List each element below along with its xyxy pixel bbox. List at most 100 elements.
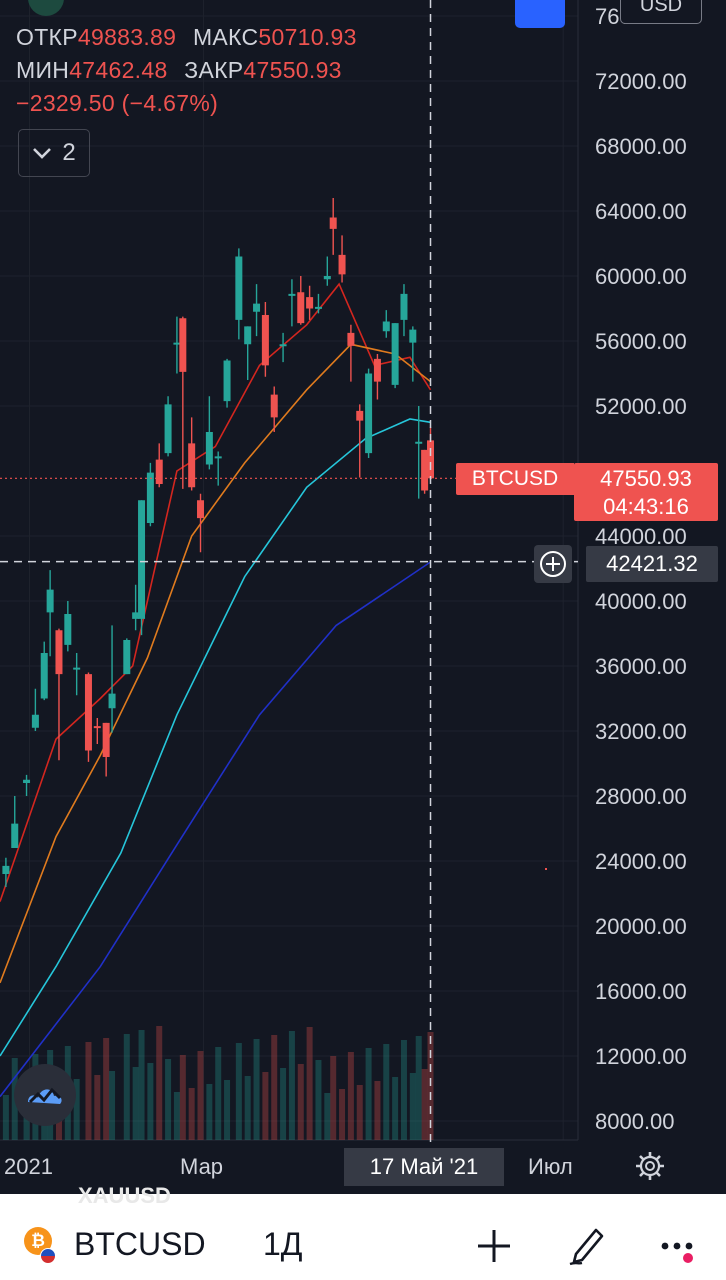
currency-badge[interactable]: USD (620, 0, 702, 24)
price-axis-label: 24000.00 (595, 849, 687, 874)
x-label-mar: Мар (180, 1154, 224, 1179)
interval-button[interactable]: 1Д (263, 1226, 303, 1262)
volume-bar (347, 1052, 354, 1140)
volume-bar (215, 1047, 222, 1140)
candle-body (93, 726, 101, 729)
candle-body (146, 472, 154, 523)
price-axis-label: 40000.00 (595, 589, 687, 614)
price-axis-label: 36000.00 (595, 654, 687, 679)
candle-body (356, 410, 364, 421)
bar-countdown: 04:43:16 (603, 494, 689, 519)
volume-bar (156, 1026, 163, 1140)
price-axis-label: 28000.00 (595, 784, 687, 809)
candle-body (223, 360, 231, 402)
candle-body (306, 297, 314, 309)
candle-body (314, 306, 322, 309)
candle-body (400, 293, 408, 320)
volume-bar (179, 1055, 186, 1140)
price-axis-label: 64000.00 (595, 199, 687, 224)
volume-bar (235, 1043, 242, 1140)
candle-body (421, 449, 429, 491)
last-price: 47550.93 (600, 466, 692, 491)
volume-bar (356, 1085, 363, 1140)
symbol-price-tag: BTCUSD (456, 463, 574, 495)
usd-flag-icon (40, 1248, 56, 1264)
candle-body (11, 823, 19, 848)
candle-body (108, 693, 116, 709)
volume-bar (73, 1079, 80, 1140)
volume-bar (224, 1080, 231, 1140)
candle-body (2, 865, 10, 874)
volume-bar (103, 1038, 110, 1140)
tradingview-logo-icon[interactable] (14, 1064, 76, 1126)
moving-average-line (0, 561, 431, 1098)
volume-bar (400, 1040, 407, 1140)
volume-bar (85, 1042, 92, 1140)
volume-bar (288, 1031, 295, 1140)
volume-bar (280, 1068, 287, 1140)
price-axis-label: 68000.00 (595, 134, 687, 159)
volume-bar (94, 1075, 101, 1140)
candle-body (84, 674, 92, 751)
candle-body (164, 404, 172, 454)
plus-icon[interactable] (476, 1228, 512, 1264)
more-icon[interactable] (660, 1240, 696, 1264)
candle-body (40, 653, 48, 699)
gear-icon[interactable] (634, 1150, 666, 1182)
volume-bar (392, 1077, 399, 1140)
volume-bar (297, 1064, 304, 1140)
volume-bar (421, 1069, 428, 1140)
volume-bar (132, 1067, 139, 1140)
bottom-toolbar (0, 1194, 726, 1280)
low-label: МИН (16, 57, 70, 83)
candle-body (288, 293, 296, 296)
chevron-down-icon (33, 148, 52, 159)
close-value: 47550.93 (243, 57, 342, 83)
add-alert-button[interactable] (534, 545, 572, 583)
volume-bar (365, 1048, 372, 1140)
edge-dot (545, 868, 547, 870)
crosshair-date-tag: 17 Май '21 (344, 1148, 504, 1186)
change-value: −2329.50 (−4.67%) (16, 90, 219, 116)
candle-body (270, 394, 278, 418)
volume-bar (123, 1034, 130, 1140)
candle-body (391, 323, 399, 385)
candle-body (373, 358, 381, 382)
compare-button[interactable] (515, 0, 565, 28)
candle-body (214, 456, 222, 459)
candle-body (297, 292, 305, 324)
volume-bar (165, 1059, 172, 1140)
candlesticks (2, 198, 435, 887)
volume-bar (315, 1060, 322, 1140)
volume-bar (2, 1095, 9, 1140)
bitcoin-icon: ₿ (24, 1227, 52, 1255)
volume-bar (306, 1027, 313, 1140)
candle-body (415, 441, 423, 444)
candle-body (46, 589, 54, 613)
moving-average-line (0, 343, 431, 984)
volume-bar (271, 1035, 278, 1140)
price-axis-label: 16000.00 (595, 979, 687, 1004)
symbol-button[interactable]: BTCUSD (74, 1226, 206, 1262)
candle-body (261, 315, 269, 366)
candle-body (382, 321, 390, 332)
candle-body (132, 612, 140, 619)
indicators-toggle-button[interactable]: 2 (18, 129, 90, 177)
ohlc-row-3: −2329.50 (−4.67%) (16, 88, 228, 118)
candle-body (329, 217, 337, 229)
price-axis-label: 20000.00 (595, 914, 687, 939)
candle-body (31, 714, 39, 728)
moving-average-line (0, 418, 431, 1057)
ohlc-row-1: ОТКР49883.89 МАКС50710.93 (16, 22, 367, 52)
volume-bar (415, 1036, 422, 1140)
volume-bar (138, 1030, 145, 1140)
ghost-symbol: XAUUSD (78, 1183, 171, 1208)
pen-icon[interactable] (566, 1222, 610, 1266)
price-chart[interactable]: 8000.00 12000.00 16000.00 20000.00 24000.00 2… (0, 0, 726, 1194)
candle-body (64, 614, 72, 645)
volume-bar (206, 1084, 213, 1140)
candle-body (347, 332, 355, 346)
candle-body (102, 722, 110, 757)
status-dot (28, 0, 64, 16)
x-label-jul: Июл (528, 1154, 573, 1179)
